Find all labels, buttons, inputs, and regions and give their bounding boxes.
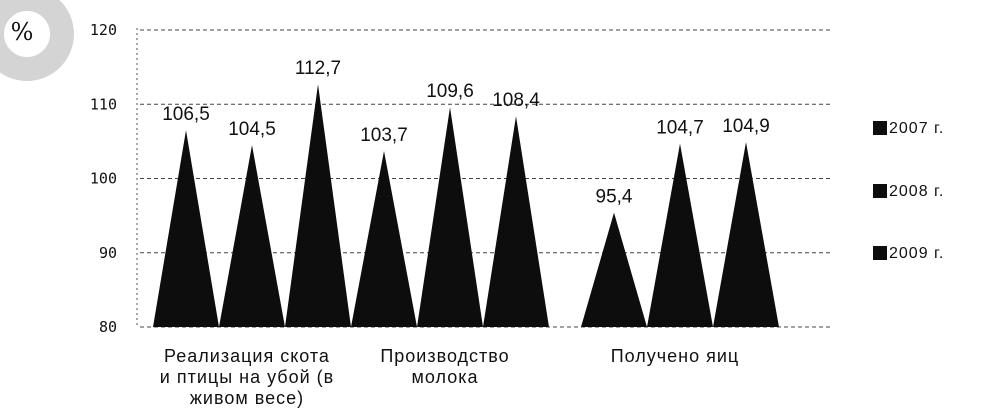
bar-triangle — [351, 151, 417, 327]
y-tick-label: 90 — [99, 244, 117, 262]
y-unit-badge: % — [0, 0, 74, 81]
y-axis-label: % — [11, 18, 34, 46]
data-label: 108,4 — [492, 90, 540, 111]
data-label: 103,7 — [360, 125, 408, 146]
legend-label: 2009 г. — [889, 245, 944, 262]
data-label: 112,7 — [295, 58, 341, 79]
data-label: 106,5 — [162, 104, 210, 125]
bar-triangle — [713, 142, 779, 327]
bar-triangle — [417, 107, 483, 327]
category-label: живом весе) — [190, 388, 304, 408]
legend-swatch — [873, 246, 887, 260]
data-label: 104,7 — [656, 118, 704, 139]
legend: 2007 г. 2008 г. 2009 г. — [873, 120, 944, 262]
bar-triangle — [483, 116, 549, 327]
y-tick-label: 100 — [90, 170, 117, 188]
legend-label: 2007 г. — [889, 120, 944, 137]
bar-triangle — [219, 145, 285, 327]
category-label: Реализация скота — [164, 346, 330, 366]
y-axis-ticks: 80 90 100 110 120 — [90, 21, 117, 336]
legend-swatch — [873, 121, 887, 135]
bar-triangle — [285, 84, 351, 327]
bar-triangle — [581, 212, 647, 327]
data-label: 95,4 — [596, 187, 633, 208]
y-tick-label: 110 — [90, 95, 117, 113]
category-label: молока — [412, 367, 479, 387]
y-tick-label: 80 — [99, 318, 117, 336]
bar-triangle — [153, 130, 219, 327]
plot-bars — [153, 84, 779, 327]
y-unit-badge-ring — [0, 0, 74, 81]
y-tick-label: 120 — [90, 21, 117, 39]
category-label: Получено яиц — [611, 346, 740, 366]
data-label: 104,9 — [722, 116, 770, 137]
category-label: и птицы на убой (в — [160, 367, 334, 387]
data-label: 109,6 — [426, 81, 474, 102]
category-label: Производство — [380, 346, 509, 366]
data-label: 104,5 — [228, 119, 276, 140]
data-labels: 106,5 104,5 112,7 103,7 109,6 108,4 95,4 104,7 1… — [162, 58, 770, 207]
bar-triangle — [647, 143, 713, 327]
legend-label: 2008 г. — [889, 183, 944, 200]
legend-swatch — [873, 184, 887, 198]
